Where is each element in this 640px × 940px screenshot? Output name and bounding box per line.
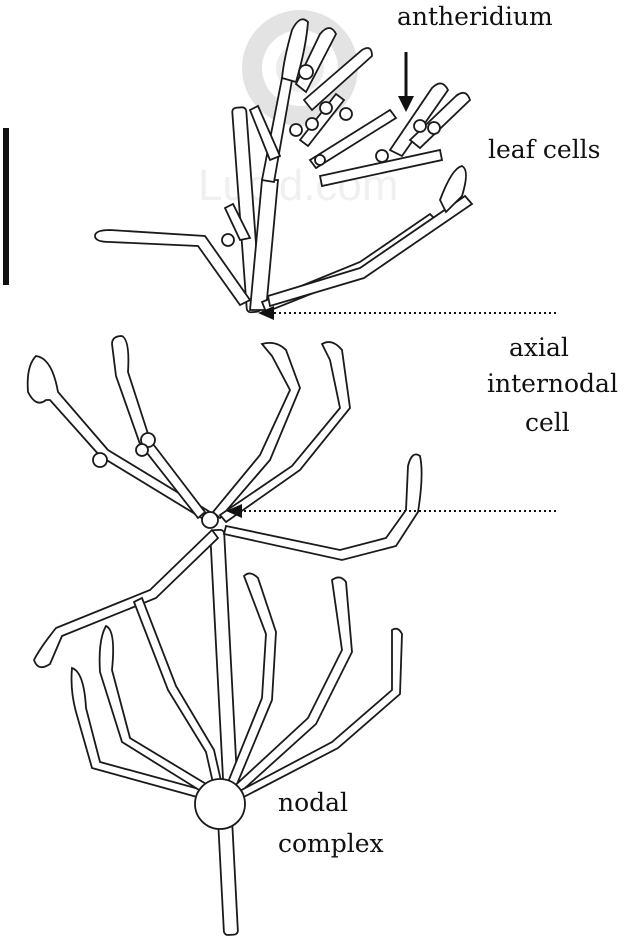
apex-branch-2 [281, 18, 309, 84]
leaf-low-4 [222, 572, 277, 798]
label-antheridium: antheridium [397, 2, 553, 31]
node-bead-middle [201, 511, 219, 529]
leaf-low-3 [132, 596, 226, 798]
leaf-upper-right-2 [266, 194, 474, 308]
main-axis [209, 106, 279, 936]
apex-cluster [248, 18, 472, 188]
antheridium-1 [298, 64, 314, 80]
leaf-mid-right [222, 453, 423, 561]
annotations [226, 52, 556, 518]
leaf-mid-lower-left [33, 528, 220, 669]
antheridium-9 [427, 121, 441, 135]
apex-branch-7 [318, 148, 444, 188]
leaf-mid-left [111, 335, 207, 520]
leaf-mid-center-right [218, 341, 351, 524]
leaf-upper-right-3 [439, 165, 467, 214]
plant-drawing [26, 18, 474, 936]
label-axial-line3: cell [525, 408, 570, 437]
apical-stem [249, 179, 279, 311]
leaf-upper-left [94, 229, 252, 307]
scale-bar [3, 128, 9, 285]
axial-arrow-lower-head [226, 504, 242, 518]
label-axial-line2: internodal [487, 369, 618, 398]
labels: antheridium leaf cells axial internodal … [278, 2, 618, 858]
label-leaf-cells: leaf cells [488, 135, 601, 164]
apex-branch-10 [248, 104, 282, 162]
antheridium-arrow-head [398, 96, 414, 112]
antheridium-3 [305, 117, 319, 131]
antheridium-mid-2 [135, 443, 149, 457]
antheridium-7 [375, 149, 389, 163]
nodal-complex-circle [194, 778, 246, 830]
label-axial-line1: axial [509, 333, 569, 362]
leaf-low-6 [232, 627, 403, 802]
antheridium-8 [413, 119, 427, 133]
leaf-upper-left-2 [223, 202, 252, 242]
apex-branch-9 [408, 91, 472, 150]
apex-branch-6 [308, 108, 398, 170]
node-bead [221, 233, 235, 247]
lower-whorl [70, 572, 403, 830]
antheridium-6 [314, 154, 326, 166]
leaf-low-5 [226, 576, 353, 800]
leaf-mid-center-left [211, 341, 301, 520]
middle-whorl [26, 335, 423, 669]
label-nodal-line2: complex [278, 829, 384, 858]
antheridium-5 [339, 107, 353, 121]
antheridium-mid-3 [92, 452, 108, 468]
apex-branch-4 [302, 47, 373, 112]
axial-internodal-cell-upper [231, 106, 262, 314]
axial-arrow-upper-head [258, 306, 274, 320]
antheridium-4 [319, 101, 333, 115]
label-nodal-line1: nodal [278, 788, 348, 817]
antheridium-2 [289, 123, 303, 137]
